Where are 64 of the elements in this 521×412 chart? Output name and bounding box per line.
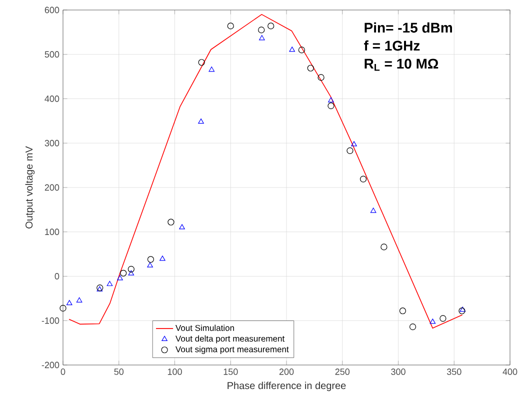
y-tick-label: 400 [44, 96, 60, 102]
point [380, 244, 388, 250]
point [76, 297, 82, 302]
point [147, 262, 153, 268]
point [106, 280, 113, 286]
point [307, 64, 314, 72]
y-axis-title: Output voltage mV [25, 146, 35, 228]
point [360, 176, 367, 182]
annotation: Pin= -15 dBm [364, 22, 452, 33]
point [430, 318, 436, 324]
point [346, 147, 354, 154]
point [258, 26, 265, 34]
point [117, 275, 123, 280]
x-tick-label: 200 [279, 368, 294, 375]
point [351, 141, 357, 146]
annotation: f = 1GHz [364, 40, 420, 51]
point [458, 308, 466, 314]
legend-label: Vout delta port measurement [176, 335, 285, 344]
y-tick-label: 300 [44, 140, 60, 146]
point [128, 270, 134, 276]
point [198, 59, 205, 66]
annotation: R$_{L}$ = 10 MΩ [364, 58, 438, 71]
x-tick-label: 250 [335, 368, 350, 375]
point [318, 74, 324, 81]
y-tick-label: 600 [44, 6, 60, 14]
point [328, 102, 334, 110]
point [259, 35, 265, 40]
point [120, 270, 127, 276]
point [409, 324, 416, 330]
y-tick-label: -100 [42, 317, 60, 324]
y-tick-label: 200 [44, 184, 60, 191]
point [289, 46, 295, 52]
point [399, 308, 406, 314]
point [168, 218, 174, 226]
point [268, 22, 274, 30]
point [298, 46, 306, 54]
point [198, 118, 204, 124]
point [328, 97, 334, 102]
line-series [68, 14, 463, 329]
point [227, 22, 234, 30]
y-tick-label: 100 [45, 228, 60, 236]
point [160, 256, 166, 261]
point [60, 304, 66, 312]
point [440, 315, 446, 322]
x-axis-title: Phase difference in degree [228, 382, 346, 392]
legend-label: Vout Simulation [176, 324, 234, 331]
x-tick-label: 350 [446, 368, 462, 375]
point [370, 208, 376, 213]
x-tick-label: 0 [60, 368, 66, 375]
y-tick-label: 0 [54, 273, 60, 280]
y-tick-label: 500 [44, 51, 60, 58]
point [208, 66, 215, 72]
x-tick-label: 100 [168, 368, 182, 375]
point [147, 256, 154, 263]
y-tick-label: -200 [42, 362, 60, 368]
point [179, 224, 185, 230]
point [128, 266, 134, 272]
point [460, 306, 466, 312]
x-tick-label: 300 [391, 368, 406, 375]
x-tick-label: 400 [502, 368, 518, 375]
x-tick-label: 150 [224, 368, 238, 375]
x-tick-label: 50 [114, 368, 124, 375]
legend-label: Vout sigma port measurement [176, 346, 289, 354]
point [66, 300, 72, 306]
